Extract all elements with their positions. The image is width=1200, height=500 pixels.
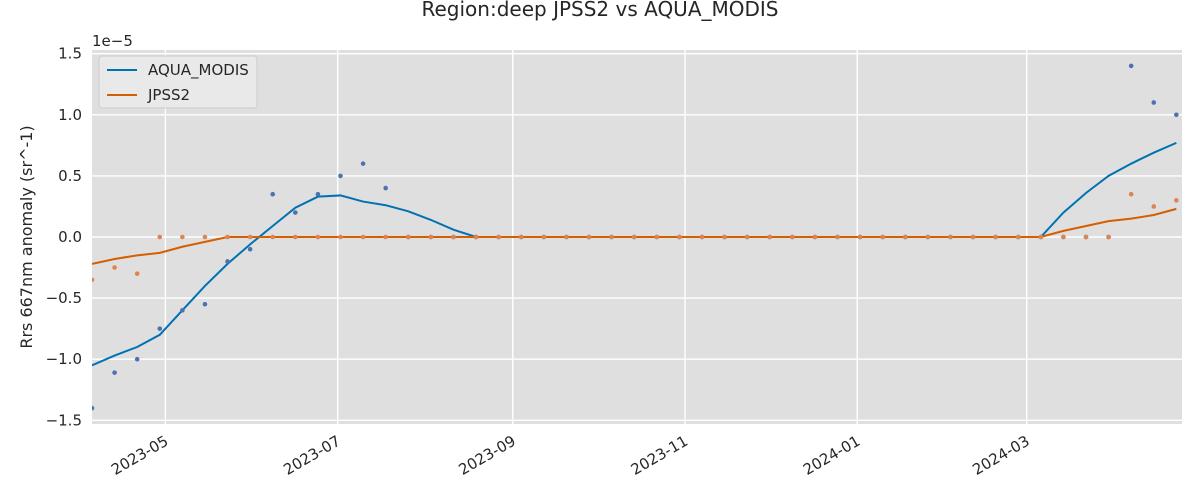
legend-entry: JPSS2 <box>147 86 190 104</box>
data-point-jpss2 <box>1174 198 1179 203</box>
plot-area <box>92 50 1182 424</box>
data-point-aqua_modis <box>225 259 230 264</box>
data-point-aqua_modis <box>1151 100 1157 105</box>
y-offset-label: 1e−5 <box>92 32 133 50</box>
data-point-aqua_modis <box>338 173 343 179</box>
data-point-jpss2 <box>586 234 592 240</box>
y-tick-label: −0.5 <box>46 289 82 307</box>
data-point-jpss2 <box>880 234 885 240</box>
x-tick-labels: 2023-05 2023-07 2023-09 2023-11 2024-01 2024-… <box>108 432 1033 479</box>
data-point-jpss2 <box>835 234 840 240</box>
data-point-jpss2 <box>1015 234 1021 240</box>
data-point-jpss2 <box>315 234 321 240</box>
data-point-jpss2 <box>948 234 953 240</box>
data-point-jpss2 <box>1083 234 1089 240</box>
x-tick-label: 2024-03 <box>969 432 1032 479</box>
data-point-jpss2 <box>677 234 682 240</box>
data-point-jpss2 <box>180 234 185 240</box>
data-point-aqua_modis <box>270 191 276 197</box>
data-point-jpss2 <box>405 234 411 240</box>
data-point-jpss2 <box>902 234 908 240</box>
x-tick-label: 2024-01 <box>800 432 863 479</box>
data-point-jpss2 <box>225 234 230 240</box>
data-point-jpss2 <box>541 234 547 240</box>
data-point-jpss2 <box>496 234 501 240</box>
data-point-jpss2 <box>1151 204 1157 209</box>
data-point-aqua_modis <box>383 185 388 191</box>
data-point-aqua_modis <box>1174 112 1179 118</box>
data-point-jpss2 <box>92 277 95 283</box>
data-point-aqua_modis <box>112 370 117 375</box>
data-point-jpss2 <box>744 234 750 240</box>
data-point-jpss2 <box>564 234 569 240</box>
data-point-jpss2 <box>790 234 795 240</box>
data-point-aqua_modis <box>293 210 298 215</box>
data-point-jpss2 <box>383 234 388 240</box>
data-point-jpss2 <box>1038 234 1044 240</box>
data-point-jpss2 <box>654 234 660 240</box>
data-point-jpss2 <box>767 234 773 240</box>
data-point-jpss2 <box>451 234 456 240</box>
data-point-aqua_modis <box>202 301 208 307</box>
data-point-jpss2 <box>925 234 931 240</box>
legend-box <box>98 55 258 109</box>
data-point-jpss2 <box>293 234 298 240</box>
data-point-aqua_modis <box>157 326 163 331</box>
data-point-aqua_modis <box>1128 63 1134 69</box>
legend-entry: AQUA_MODIS <box>148 61 249 80</box>
data-point-jpss2 <box>699 234 705 240</box>
y-tick-label: 1.0 <box>58 106 82 124</box>
data-point-jpss2 <box>157 234 163 240</box>
data-point-jpss2 <box>202 234 208 240</box>
data-point-jpss2 <box>360 234 366 240</box>
data-point-jpss2 <box>247 234 253 240</box>
data-point-jpss2 <box>1128 191 1134 197</box>
data-point-jpss2 <box>338 234 343 240</box>
data-point-aqua_modis <box>134 356 140 362</box>
chart-title: Region:deep JPSS2 vs AQUA_MODIS <box>422 0 779 21</box>
series-layer <box>92 63 1179 411</box>
legend: AQUA_MODIS JPSS2 <box>98 55 258 109</box>
data-point-jpss2 <box>518 234 524 240</box>
data-point-jpss2 <box>1106 234 1111 240</box>
y-tick-label: 0.0 <box>58 228 82 246</box>
data-point-jpss2 <box>134 271 140 276</box>
data-point-jpss2 <box>270 234 276 240</box>
data-point-jpss2 <box>473 234 479 240</box>
data-point-aqua_modis <box>315 191 321 197</box>
data-point-aqua_modis <box>360 161 366 166</box>
data-point-aqua_modis <box>247 246 253 252</box>
data-point-jpss2 <box>631 234 637 240</box>
x-tick-label: 2023-09 <box>455 432 518 479</box>
data-point-jpss2 <box>112 265 117 270</box>
x-tick-label: 2023-11 <box>628 432 691 479</box>
y-tick-label: 1.5 <box>58 45 82 63</box>
data-point-jpss2 <box>428 234 434 240</box>
data-point-jpss2 <box>857 234 863 240</box>
data-point-jpss2 <box>1061 234 1066 240</box>
x-tick-label: 2023-07 <box>280 432 343 479</box>
data-point-jpss2 <box>993 234 998 240</box>
data-point-jpss2 <box>609 234 614 240</box>
y-axis-label: Rrs 667nm anomaly (sr^-1) <box>17 125 36 348</box>
x-tick-label: 2023-05 <box>108 432 171 479</box>
data-point-aqua_modis <box>92 405 95 411</box>
data-point-jpss2 <box>970 234 976 240</box>
data-point-aqua_modis <box>180 308 185 313</box>
y-tick-labels: −1.5 −1.0 −0.5 0.0 0.5 1.0 1.5 <box>46 45 82 430</box>
y-tick-label: 0.5 <box>58 167 82 185</box>
data-point-jpss2 <box>722 234 727 240</box>
y-tick-label: −1.0 <box>46 350 82 368</box>
y-tick-label: −1.5 <box>46 411 82 429</box>
data-point-jpss2 <box>812 234 818 240</box>
